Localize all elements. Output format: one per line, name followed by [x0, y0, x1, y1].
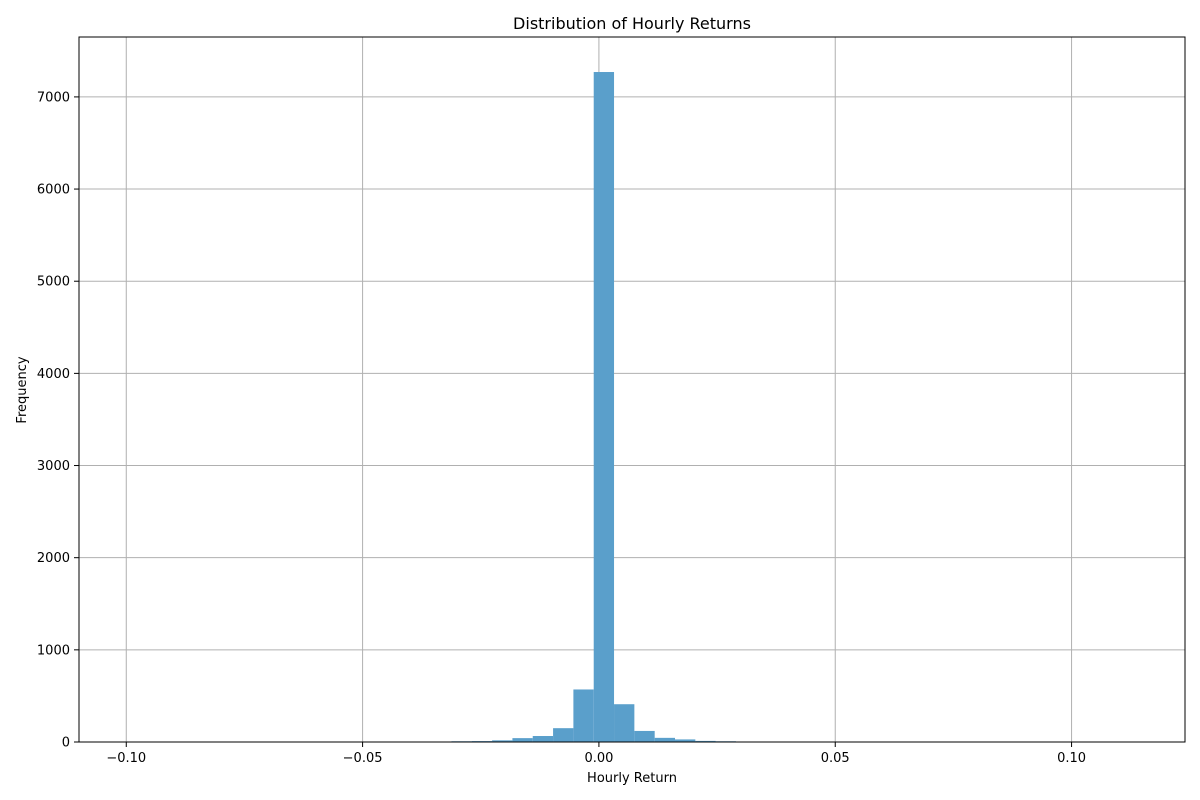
x-axis-label: Hourly Return — [587, 771, 677, 786]
y-tick-label: 4000 — [37, 367, 70, 382]
histogram-bar — [634, 730, 655, 742]
y-tick-label: 5000 — [37, 275, 70, 290]
histogram-bar — [573, 689, 594, 742]
histogram-bar — [654, 737, 676, 742]
y-tick-label: 1000 — [37, 643, 70, 658]
y-tick-label: 7000 — [37, 90, 70, 105]
y-axis-label: Frequency — [15, 356, 30, 423]
chart-title: Distribution of Hourly Returns — [513, 14, 751, 33]
histogram-bar — [614, 704, 635, 742]
histogram-bar — [512, 738, 533, 742]
x-axis: −0.10 −0.05 0.00 0.05 0.10 — [106, 742, 1086, 766]
y-axis: 0 1000 2000 3000 4000 5000 6000 7000 — [37, 90, 79, 751]
x-tick-label: 0.00 — [584, 751, 613, 766]
histogram-bar — [675, 739, 696, 742]
histogram-bar — [492, 740, 513, 742]
y-tick-label: 2000 — [37, 551, 70, 566]
x-tick-label: −0.05 — [343, 751, 383, 766]
x-tick-label: 0.10 — [1057, 751, 1086, 766]
y-tick-label: 0 — [62, 736, 70, 751]
x-tick-label: −0.10 — [106, 751, 146, 766]
bars-layer — [410, 72, 818, 743]
plot-frame — [78, 36, 1186, 743]
histogram-bar — [532, 736, 554, 742]
y-tick-label: 3000 — [37, 459, 70, 474]
histogram-bar — [593, 72, 615, 743]
x-tick-label: 0.05 — [821, 751, 850, 766]
y-tick-label: 6000 — [37, 183, 70, 198]
histogram-bar — [553, 728, 574, 742]
histogram-bar — [695, 740, 716, 742]
